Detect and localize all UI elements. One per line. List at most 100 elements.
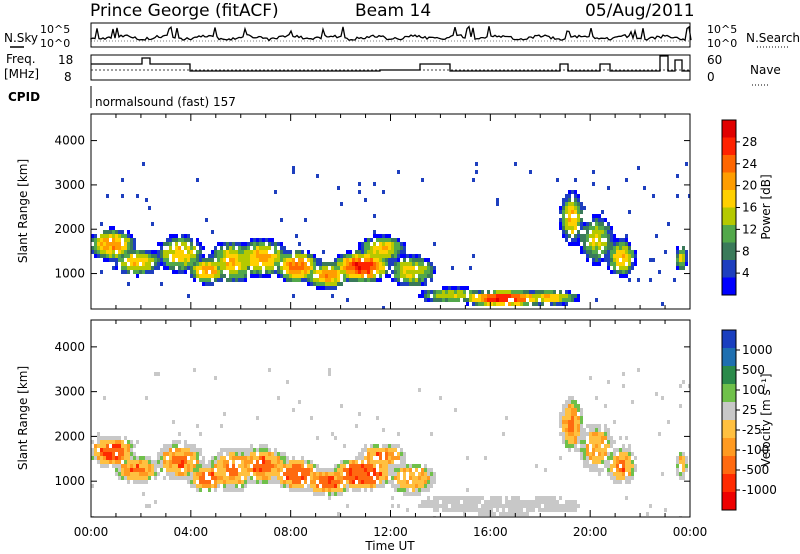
heatmap-cell [367, 250, 370, 254]
heatmap-cell [361, 448, 364, 452]
heatmap-cell [100, 460, 103, 464]
heatmap-cell [241, 480, 244, 484]
heatmap-cell [241, 460, 244, 464]
heatmap-cell [391, 278, 394, 282]
heatmap-cell [391, 476, 394, 480]
heatmap-cell [352, 460, 355, 464]
heatmap-cell [376, 262, 379, 266]
heatmap-cell [364, 254, 367, 258]
heatmap-cell [166, 460, 169, 464]
heatmap-cell [160, 460, 163, 464]
heatmap-cell [562, 504, 565, 508]
heatmap-cell [499, 302, 502, 306]
heatmap-cell [286, 464, 289, 468]
cpid-value: normalsound (fast) 157 [95, 95, 236, 109]
heatmap-cell [166, 254, 169, 258]
heatmap-cell [193, 246, 196, 250]
heatmap-cell [166, 242, 169, 246]
heatmap-cell [595, 440, 598, 444]
heatmap-cell [229, 456, 232, 460]
heatmap-cell [370, 464, 373, 468]
heatmap-cell [592, 234, 595, 238]
heatmap-cell [127, 254, 130, 258]
heatmap-cell [631, 472, 634, 476]
heatmap-cell [292, 262, 295, 266]
heatmap-cell [556, 508, 559, 512]
heatmap-cell [193, 266, 196, 270]
heatmap-cell [337, 468, 340, 472]
heatmap-cell [358, 412, 361, 416]
heatmap-cell [190, 444, 193, 448]
heatmap-cell [178, 266, 181, 270]
heatmap-cell [286, 460, 289, 464]
heatmap-cell [571, 416, 574, 420]
heatmap-cell [598, 214, 601, 218]
heatmap-cell [595, 436, 598, 440]
heatmap-cell [283, 456, 286, 460]
heatmap-cell [142, 492, 145, 496]
heatmap-cell [352, 270, 355, 274]
heatmap-cell [238, 270, 241, 274]
heatmap-cell [610, 456, 613, 460]
heatmap-cell [277, 480, 280, 484]
heatmap-cell [577, 206, 580, 210]
heatmap-cell [457, 496, 460, 500]
heatmap-cell [589, 464, 592, 468]
heatmap-cell [403, 262, 406, 266]
heatmap-cell [397, 282, 400, 286]
heatmap-cell [289, 278, 292, 282]
heatmap-cell [217, 480, 220, 484]
heatmap-cell [142, 468, 145, 472]
heatmap-cell [340, 480, 343, 484]
heatmap-cell [526, 512, 529, 516]
heatmap-cell [94, 246, 97, 250]
heatmap-cell [373, 234, 376, 238]
heatmap-cell [574, 504, 577, 508]
heatmap-cell [121, 262, 124, 266]
heatmap-cell [412, 258, 415, 262]
heatmap-cell [403, 258, 406, 262]
noise-tick-bottom-right: 10^0 [707, 37, 737, 50]
heatmap-cell [322, 484, 325, 488]
heatmap-cell [568, 432, 571, 436]
heatmap-cell [580, 420, 583, 424]
heatmap-cell [214, 270, 217, 274]
heatmap-cell [397, 274, 400, 278]
heatmap-cell [238, 278, 241, 282]
heatmap-cell [124, 250, 127, 254]
heatmap-cell [133, 246, 136, 250]
heatmap-cell [595, 448, 598, 452]
heatmap-cell [253, 246, 256, 250]
heatmap-cell [586, 452, 589, 456]
heatmap-cell [220, 464, 223, 468]
heatmap-cell [679, 262, 682, 266]
heatmap-cell [484, 294, 487, 298]
heatmap-cell [382, 250, 385, 254]
noise-tick-top-right: 10^5 [707, 23, 737, 36]
heatmap-cell [220, 448, 223, 452]
heatmap-cell [598, 440, 601, 444]
heatmap-cell [403, 476, 406, 480]
heatmap-cell [595, 424, 598, 428]
heatmap-cell [454, 500, 457, 504]
heatmap-cell [358, 476, 361, 480]
heatmap-cell [634, 250, 637, 254]
heatmap-cell [406, 254, 409, 258]
heatmap-cell [409, 484, 412, 488]
heatmap-cell [472, 302, 475, 306]
heatmap-cell [427, 480, 430, 484]
heatmap-cell [430, 274, 433, 278]
heatmap-cell [625, 456, 628, 460]
heatmap-cell [568, 298, 571, 302]
heatmap-cell [241, 448, 244, 452]
heatmap-cell [265, 444, 268, 448]
heatmap-cell [379, 452, 382, 456]
heatmap-cell [439, 294, 442, 298]
heatmap-cell [103, 396, 106, 400]
heatmap-cell [418, 278, 421, 282]
heatmap-cell [250, 456, 253, 460]
heatmap-cell [379, 476, 382, 480]
heatmap-cell [679, 266, 682, 270]
heatmap-cell [391, 444, 394, 448]
heatmap-cell [562, 404, 565, 408]
